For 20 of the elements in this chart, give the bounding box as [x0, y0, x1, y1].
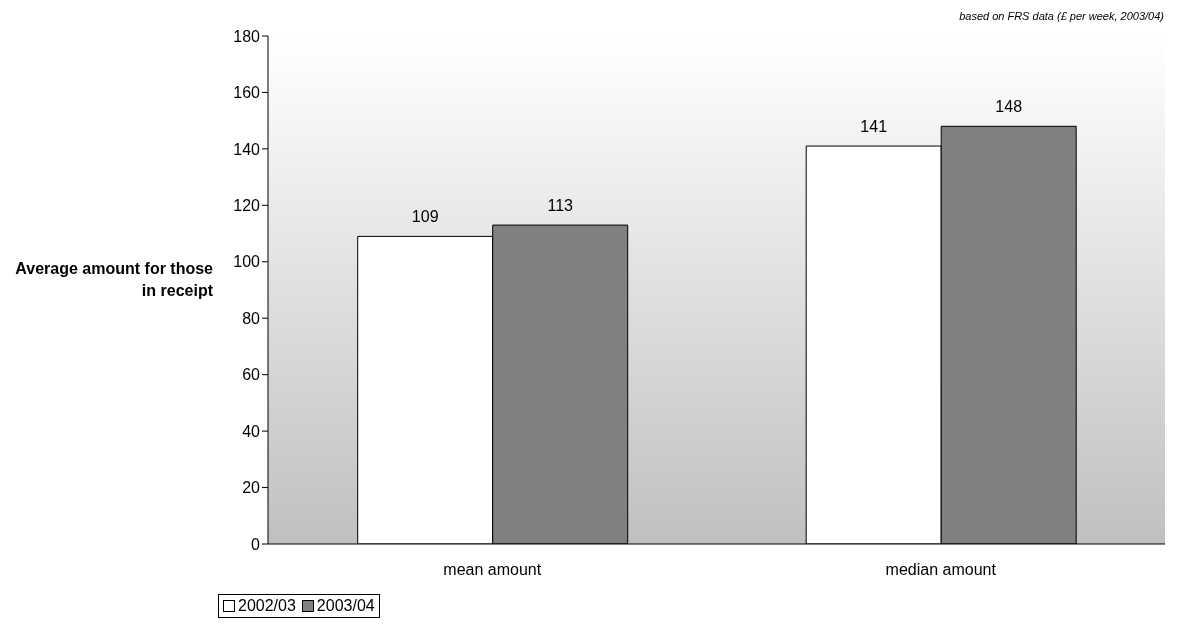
y-tick-label: 120	[233, 197, 261, 215]
data-label: 113	[547, 197, 574, 215]
y-tick-label: 0	[251, 535, 261, 553]
x-tick-label: mean amount	[443, 561, 542, 579]
data-label: 148	[995, 98, 1023, 116]
y-tick-label: 160	[233, 84, 261, 102]
y-tick-label: 80	[242, 309, 261, 327]
y-tick-label: 100	[233, 253, 261, 271]
y-axis-title: Average amount for those in receipt	[14, 259, 213, 301]
y-tick-label: 20	[242, 479, 261, 497]
y-tick-label: 40	[242, 422, 261, 440]
legend-label: 2002/03	[237, 597, 296, 615]
x-tick-label: median amount	[885, 561, 997, 579]
y-tick-label: 60	[242, 366, 261, 384]
y-tick-label: 140	[233, 140, 261, 158]
legend-label: 2003/04	[315, 597, 375, 615]
text: based on FRS data (£ per week, 2003/04)	[959, 10, 1164, 22]
data-label: 109	[411, 208, 439, 226]
data-label: 141	[860, 118, 888, 136]
y-tick-label: 180	[233, 27, 261, 45]
